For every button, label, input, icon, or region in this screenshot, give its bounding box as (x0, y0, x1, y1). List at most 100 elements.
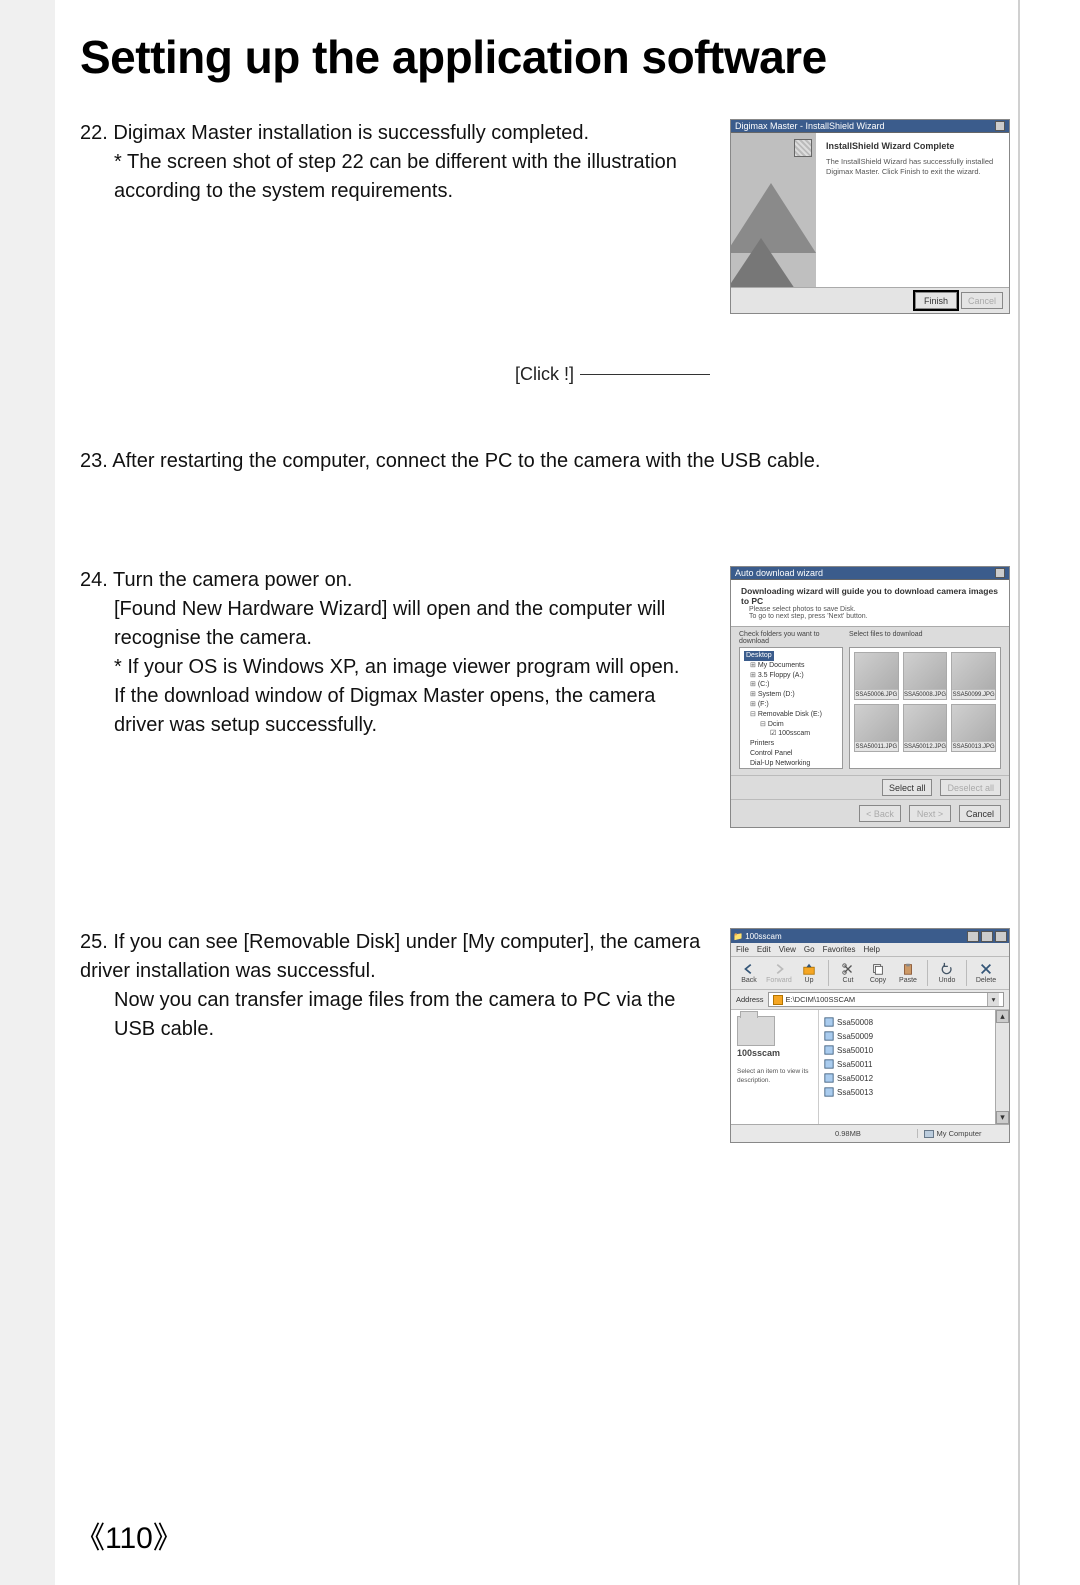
file-item[interactable]: Ssa50008 (824, 1015, 990, 1029)
folder-name: 100sscam (737, 1048, 812, 1058)
tree-item[interactable]: My Documents (758, 662, 805, 669)
menu-item[interactable]: Edit (757, 945, 771, 954)
tree-item[interactable]: Printers (750, 740, 774, 747)
chevron-down-icon[interactable]: ▾ (987, 993, 999, 1006)
thumbnail[interactable]: SSA50012.JPG (903, 704, 948, 752)
tree-item[interactable]: (C:) (758, 681, 770, 688)
image-file-icon (824, 1059, 834, 1069)
menu-item[interactable]: Help (863, 945, 879, 954)
close-icon[interactable] (995, 568, 1005, 578)
tree-item[interactable]: (F:) (758, 701, 769, 708)
image-file-icon (824, 1031, 834, 1041)
step-text: After restarting the computer, connect t… (112, 450, 820, 472)
back-button[interactable]: < Back (859, 805, 901, 822)
thumb-caption: SSA50006.JPG (855, 689, 898, 699)
wizard-heading: InstallShield Wizard Complete (826, 141, 999, 151)
menu-bar: File Edit View Go Favorites Help (731, 943, 1009, 957)
clipboard-icon (901, 962, 915, 976)
address-bar[interactable]: E:\DCIM\100SSCAM ▾ (768, 992, 1004, 1007)
file-item[interactable]: Ssa50011 (824, 1057, 990, 1071)
scissors-icon (841, 962, 855, 976)
status-bar: 0.98MB My Computer (731, 1124, 1009, 1142)
file-item[interactable]: Ssa50010 (824, 1043, 990, 1057)
menu-item[interactable]: File (736, 945, 749, 954)
wizard-heading: Downloading wizard will guide you to dow… (741, 586, 999, 606)
step-text: Digimax Master installation is successfu… (113, 122, 589, 144)
scroll-down-icon[interactable]: ▾ (996, 1111, 1009, 1124)
step-23: 23. After restarting the computer, conne… (55, 447, 1020, 476)
page-number: 《110》 (75, 1513, 183, 1557)
step-note: * The screen shot of step 22 can be diff… (80, 148, 710, 206)
folder-icon (773, 995, 783, 1005)
tree-item[interactable]: System (D:) (758, 691, 795, 698)
folder-info-pane: 100sscam Select an item to view its desc… (731, 1010, 819, 1124)
select-all-button[interactable]: Select all (882, 779, 933, 796)
window-title: Digimax Master - InstallShield Wizard (735, 121, 885, 131)
step-number: 23. (80, 450, 108, 472)
file-item[interactable]: Ssa50009 (824, 1029, 990, 1043)
tree-root[interactable]: Desktop (744, 651, 774, 661)
next-button[interactable]: Next > (909, 805, 951, 822)
wizard-subheading: To go to next step, press 'Next' button. (741, 613, 999, 620)
page-title: Setting up the application software (80, 30, 1020, 84)
thumbnail[interactable]: SSA50006.JPG (854, 652, 899, 700)
file-item[interactable]: Ssa50013 (824, 1085, 990, 1099)
folder-hint: Select an item to view its description. (737, 1068, 812, 1085)
step-text: Now you can transfer image files from th… (80, 986, 710, 1044)
tree-item[interactable]: Dial-Up Networking (750, 760, 810, 767)
address-label: Address (736, 995, 764, 1004)
cut-button[interactable]: Cut (835, 962, 861, 984)
paste-button[interactable]: Paste (895, 962, 921, 984)
thumbs-column-label: Select files to download (849, 631, 923, 645)
step-text: [Found New Hardware Wizard] will open an… (80, 595, 710, 653)
download-wizard-window: Auto download wizard Downloading wizard … (730, 566, 1010, 828)
undo-button[interactable]: Undo (934, 962, 960, 984)
step-number: 24. (80, 569, 108, 591)
close-icon[interactable] (995, 931, 1007, 942)
copy-button[interactable]: Copy (865, 962, 891, 984)
step-text: If you can see [Removable Disk] under [M… (80, 931, 700, 982)
status-size: 0.98MB (835, 1129, 861, 1138)
up-folder-icon (802, 962, 816, 976)
cancel-button[interactable]: Cancel (959, 805, 1001, 822)
maximize-icon[interactable] (981, 931, 993, 942)
window-title: 📁 100sscam (733, 932, 782, 941)
forward-button[interactable]: Forward (766, 962, 792, 984)
menu-item[interactable]: View (779, 945, 796, 954)
file-list: Ssa50008 Ssa50009 Ssa50010 Ssa50011 Ssa5… (819, 1010, 995, 1124)
up-button[interactable]: Up (796, 962, 822, 984)
step-text: Turn the camera power on. (113, 569, 352, 591)
forward-arrow-icon (772, 962, 786, 976)
wizard-description: The InstallShield Wizard has successfull… (826, 157, 999, 177)
tree-item[interactable]: Removable Disk (E:) (758, 711, 822, 718)
deselect-all-button[interactable]: Deselect all (940, 779, 1001, 796)
minimize-icon[interactable] (967, 931, 979, 942)
thumbnail[interactable]: SSA50008.JPG (903, 652, 948, 700)
vertical-scrollbar[interactable]: ▴ ▾ (995, 1010, 1009, 1124)
tree-item[interactable]: Dcim (768, 721, 784, 728)
step-22: 22. Digimax Master installation is succe… (55, 119, 1020, 387)
delete-button[interactable]: Delete (973, 962, 999, 984)
finish-button[interactable]: Finish (915, 292, 957, 309)
click-pointer-line (580, 374, 710, 375)
tree-item[interactable]: Control Panel (750, 750, 792, 757)
step-number: 25. (80, 931, 108, 953)
thumbnail[interactable]: SSA50011.JPG (854, 704, 899, 752)
back-arrow-icon (742, 962, 756, 976)
file-item[interactable]: Ssa50012 (824, 1071, 990, 1085)
menu-item[interactable]: Favorites (823, 945, 856, 954)
step-text: If the download window of Digmax Master … (80, 682, 710, 740)
back-button[interactable]: Back (736, 962, 762, 984)
tree-item[interactable]: 100sscam (778, 730, 810, 737)
image-file-icon (824, 1073, 834, 1083)
image-file-icon (824, 1087, 834, 1097)
tree-item[interactable]: 3.5 Floppy (A:) (758, 672, 804, 679)
folder-tree[interactable]: Desktop ⊞ My Documents ⊞ 3.5 Floppy (A:)… (739, 647, 843, 769)
menu-item[interactable]: Go (804, 945, 815, 954)
delete-x-icon (979, 962, 993, 976)
cancel-button[interactable]: Cancel (961, 292, 1003, 309)
thumbnail[interactable]: SSA50099.JPG (951, 652, 996, 700)
scroll-up-icon[interactable]: ▴ (996, 1010, 1009, 1023)
close-icon[interactable] (995, 121, 1005, 131)
thumbnail[interactable]: SSA50013.JPG (951, 704, 996, 752)
